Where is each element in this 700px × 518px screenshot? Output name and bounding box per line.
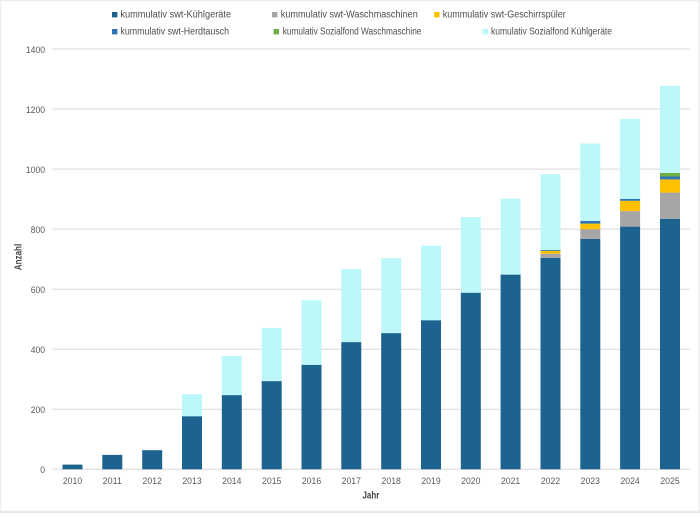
svg-text:2011: 2011: [103, 476, 122, 486]
svg-text:2018: 2018: [382, 476, 401, 486]
svg-text:kummulativ swt-Herdtausch: kummulativ swt-Herdtausch: [120, 27, 229, 38]
svg-text:1200: 1200: [26, 105, 45, 115]
svg-text:2024: 2024: [620, 476, 639, 486]
svg-text:kummulativ swt-Geschirrspüler: kummulativ swt-Geschirrspüler: [443, 10, 567, 21]
svg-text:2021: 2021: [501, 476, 520, 486]
svg-text:Jahr: Jahr: [363, 491, 380, 502]
svg-text:2016: 2016: [302, 476, 321, 486]
svg-text:kummulativ swt-Waschmaschinen: kummulativ swt-Waschmaschinen: [281, 10, 418, 21]
svg-text:1000: 1000: [26, 165, 45, 175]
svg-text:600: 600: [31, 285, 45, 295]
svg-text:1400: 1400: [26, 45, 45, 55]
svg-text:400: 400: [31, 345, 45, 355]
svg-text:kumulativ Sozialfond Waschmasc: kumulativ Sozialfond Waschmaschine: [283, 27, 422, 38]
svg-text:2012: 2012: [143, 476, 162, 486]
svg-text:2022: 2022: [541, 476, 560, 486]
svg-text:2025: 2025: [660, 476, 679, 486]
svg-text:2023: 2023: [581, 476, 600, 486]
svg-text:2010: 2010: [63, 476, 82, 486]
svg-text:2017: 2017: [342, 476, 361, 486]
svg-text:200: 200: [31, 405, 45, 415]
svg-text:800: 800: [31, 225, 45, 235]
svg-text:2015: 2015: [262, 476, 281, 486]
svg-text:kumulativ Sozialfond Kühlgerät: kumulativ Sozialfond Kühlgeräte: [491, 27, 612, 38]
svg-text:0: 0: [40, 465, 45, 475]
svg-text:2013: 2013: [182, 476, 201, 486]
svg-text:2019: 2019: [421, 476, 440, 486]
svg-text:2020: 2020: [461, 476, 480, 486]
svg-text:kummulativ swt-Kühlgeräte: kummulativ swt-Kühlgeräte: [120, 10, 231, 21]
svg-text:2014: 2014: [222, 476, 241, 486]
svg-text:Anzahl: Anzahl: [14, 244, 25, 271]
